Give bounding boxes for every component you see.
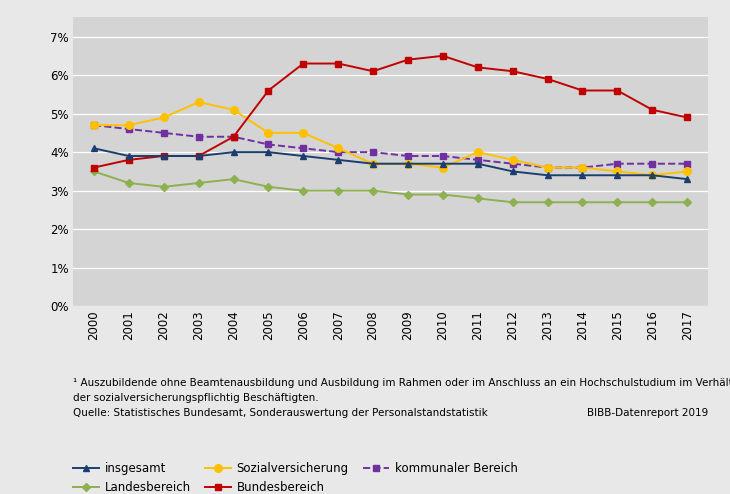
Text: BIBB-Datenreport 2019: BIBB-Datenreport 2019 (587, 408, 708, 417)
Text: Quelle: Statistisches Bundesamt, Sonderauswertung der Personalstandstatistik: Quelle: Statistisches Bundesamt, Sondera… (73, 408, 488, 417)
Text: ¹ Auszubildende ohne Beamtenausbildung und Ausbildung im Rahmen oder im Anschlus: ¹ Auszubildende ohne Beamtenausbildung u… (73, 378, 730, 388)
Text: der sozialversicherungspflichtig Beschäftigten.: der sozialversicherungspflichtig Beschäf… (73, 393, 318, 403)
Legend: insgesamt, Landesbereich, Sozialversicherung, Bundesbereich, kommunaler Bereich: insgesamt, Landesbereich, Sozialversiche… (72, 462, 518, 494)
